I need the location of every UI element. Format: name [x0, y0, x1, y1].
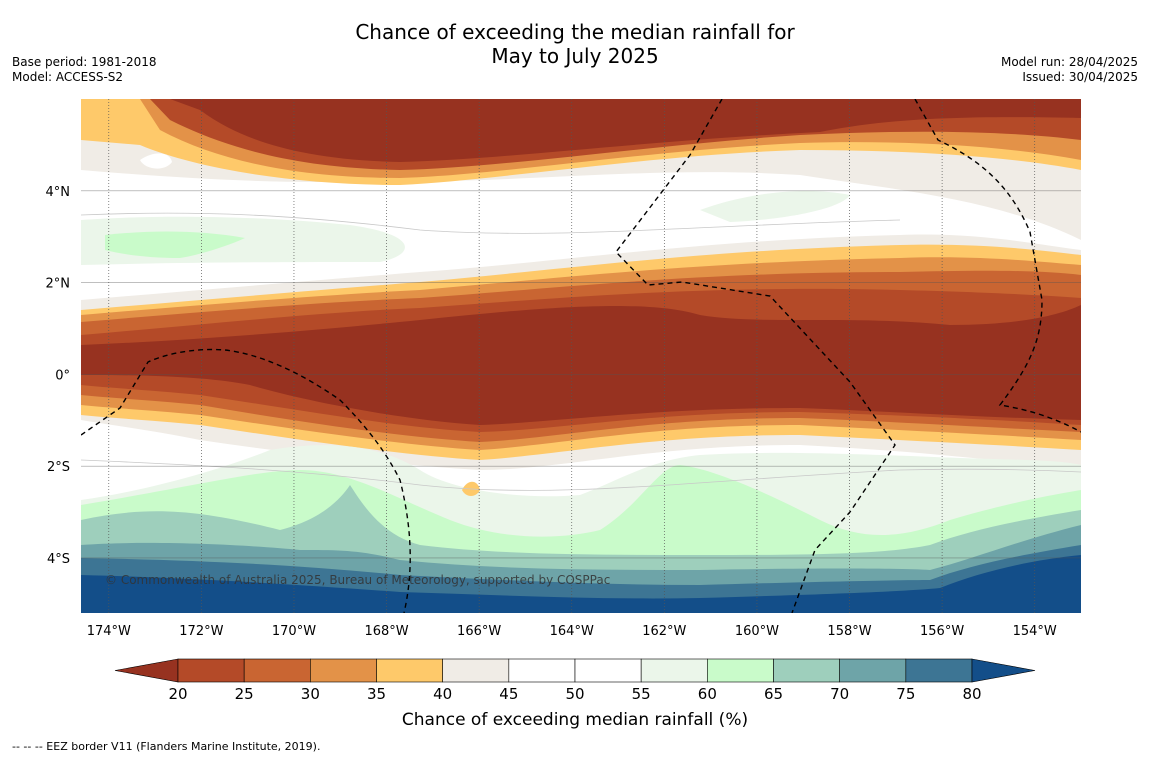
map-title: Chance of exceeding the median rainfall …	[0, 20, 1150, 68]
meta-left: Base period: 1981-2018 Model: ACCESS-S2	[12, 55, 157, 85]
colorbar-segment	[707, 658, 774, 683]
colorbar-segment	[442, 658, 510, 683]
colorbar-tick-label: 45	[499, 685, 518, 703]
lat-label: 0°	[55, 368, 70, 383]
colorbar-tick-label: 40	[433, 685, 452, 703]
colorbar-segment	[773, 658, 840, 683]
colorbar-segment	[905, 658, 973, 683]
colorbar-ticks: 20 25 30 35 40 45 50 55 60 65 70 75 80	[168, 685, 981, 703]
colorbar-tick-label: 60	[698, 685, 717, 703]
colorbar-segment	[839, 658, 907, 683]
colorbar-under-arrow	[114, 658, 179, 683]
colorbar-tick-label: 50	[565, 685, 584, 703]
base-period: Base period: 1981-2018	[12, 55, 157, 69]
lon-label: 154°W	[1013, 624, 1057, 639]
meta-right: Model run: 28/04/2025 Issued: 30/04/2025	[1001, 55, 1138, 85]
band-eq-core	[81, 305, 1081, 425]
colorbar-tick-label: 65	[764, 685, 783, 703]
lon-label: 170°W	[272, 624, 316, 639]
longitude-labels: 174°W 172°W 170°W 168°W 166°W 164°W 162°W 160°W…	[87, 624, 1057, 639]
colorbar	[114, 658, 1036, 683]
latitude-labels: 4°N 2°N 0° 2°S 4°S	[46, 185, 71, 567]
lon-label: 172°W	[179, 624, 223, 639]
lon-label: 158°W	[827, 624, 871, 639]
colorbar-over-arrow	[971, 658, 1036, 683]
band-south-80	[81, 555, 1081, 613]
colorbar-segment	[376, 658, 443, 683]
title-line-2: May to July 2025	[491, 44, 659, 68]
colorbar-segment	[640, 658, 708, 683]
colorbar-tick-label: 25	[235, 685, 254, 703]
patch-north-55b	[700, 190, 850, 222]
eez-border-west	[81, 348, 411, 613]
lon-label: 156°W	[920, 624, 964, 639]
lon-label: 174°W	[87, 624, 131, 639]
band-north-20	[170, 99, 1081, 162]
lon-label: 164°W	[550, 624, 594, 639]
colorbar-tick-label: 20	[168, 685, 187, 703]
lon-label: 162°W	[642, 624, 686, 639]
eez-border-east	[914, 99, 1081, 433]
colorbar-segment	[310, 658, 377, 683]
colorbar-tick-label: 70	[830, 685, 849, 703]
grid-lines	[81, 99, 1081, 613]
issued-date: Issued: 30/04/2025	[1022, 70, 1138, 84]
lat-label: 4°N	[46, 185, 71, 200]
colorbar-tick-label: 55	[632, 685, 651, 703]
patch-white	[140, 153, 172, 169]
lon-label: 166°W	[457, 624, 501, 639]
model-name: Model: ACCESS-S2	[12, 70, 124, 84]
colorbar-tick-label: 75	[896, 685, 915, 703]
lat-label: 2°S	[47, 460, 70, 475]
lon-label: 168°W	[364, 624, 408, 639]
colorbar-segment	[508, 658, 576, 683]
map-plot-area	[81, 99, 1081, 613]
lat-label: 2°N	[46, 277, 71, 292]
title-line-1: Chance of exceeding the median rainfall …	[355, 20, 795, 44]
colorbar-tick-label: 35	[367, 685, 386, 703]
contour-line-1	[81, 212, 901, 234]
footer-note: -- -- -- EEZ border V11 (Flanders Marine…	[12, 740, 321, 753]
colorbar-segment	[243, 658, 311, 683]
copyright-text: © Commonwealth of Australia 2025, Bureau…	[105, 573, 610, 587]
colorbar-tick-label: 80	[962, 685, 981, 703]
colorbar-segment	[574, 658, 642, 683]
lon-label: 160°W	[735, 624, 779, 639]
patch-north-60	[105, 231, 245, 258]
eez-border-middle	[615, 99, 896, 613]
model-run: Model run: 28/04/2025	[1000, 55, 1138, 69]
colorbar-label: Chance of exceeding median rainfall (%)	[401, 710, 749, 730]
colorbar-segment	[177, 658, 245, 683]
colorbar-tick-label: 30	[301, 685, 320, 703]
contour-line-2	[81, 459, 1081, 491]
lat-label: 4°S	[47, 552, 70, 567]
